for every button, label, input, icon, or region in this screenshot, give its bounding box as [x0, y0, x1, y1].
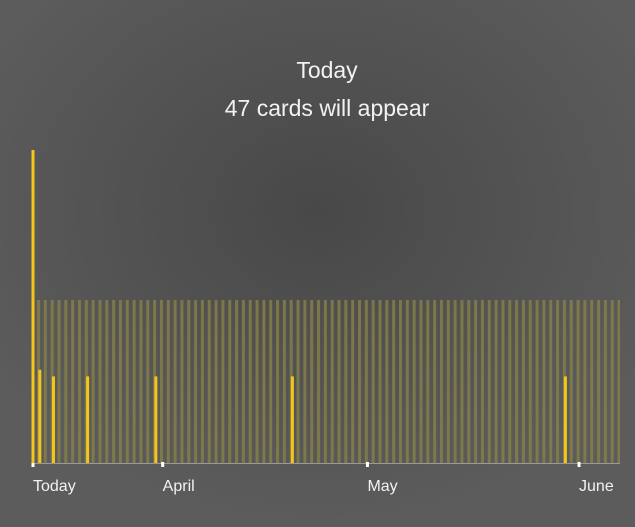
x-tick-label: April [163, 478, 195, 495]
bar [38, 369, 42, 463]
chart-title: Today [296, 57, 358, 83]
x-tick-label: May [367, 478, 397, 495]
bar [86, 376, 90, 463]
bar [154, 376, 158, 463]
x-tick-label: June [579, 478, 614, 495]
bar [31, 149, 35, 464]
chart-subtitle: 47 cards will appear [225, 95, 430, 121]
bar [563, 376, 567, 463]
bar [51, 376, 55, 463]
bar [290, 376, 294, 463]
x-tick-label: Today [33, 478, 76, 495]
highlight-band [37, 300, 620, 463]
